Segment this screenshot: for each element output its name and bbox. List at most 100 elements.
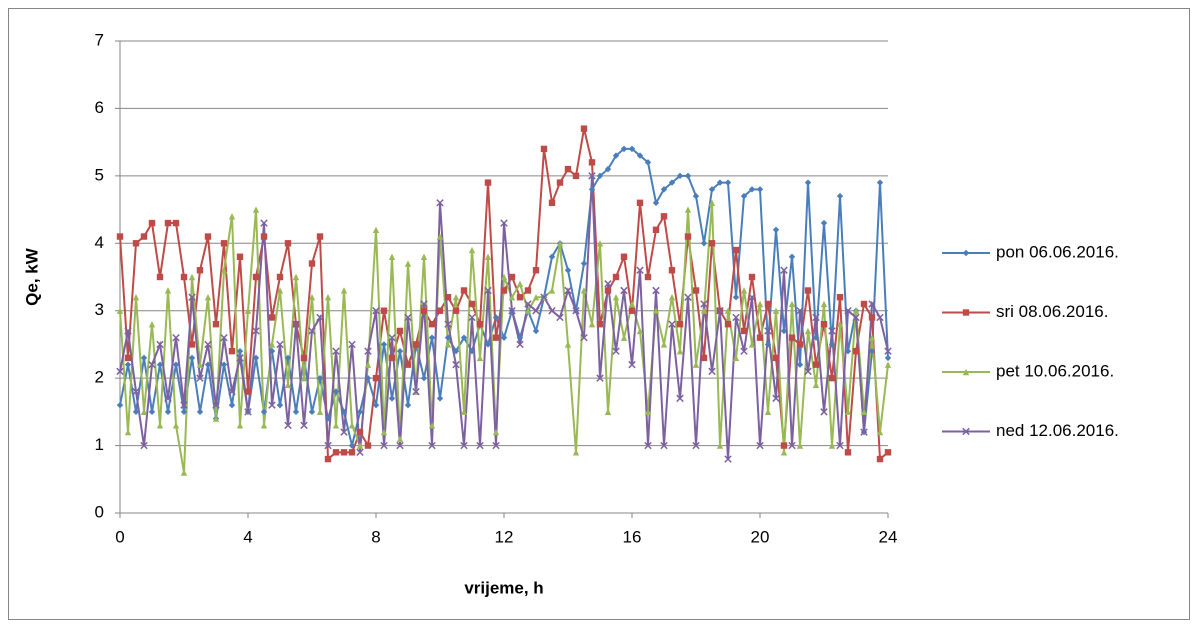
point	[348, 442, 356, 449]
point	[572, 306, 580, 315]
point	[820, 219, 828, 227]
point	[124, 327, 132, 335]
point	[468, 347, 476, 355]
point	[724, 179, 732, 186]
point	[812, 381, 820, 389]
point	[324, 415, 332, 422]
point	[740, 327, 748, 335]
point	[340, 287, 348, 294]
legend-label: sri 08.06.2016.	[996, 302, 1108, 321]
point	[444, 341, 452, 348]
point	[844, 408, 852, 416]
point	[116, 307, 124, 314]
point	[516, 294, 524, 301]
point	[268, 341, 276, 348]
point	[580, 260, 588, 267]
point	[268, 314, 276, 321]
point	[468, 313, 476, 322]
point	[756, 300, 764, 308]
x-tick-label: 24	[879, 527, 898, 546]
point	[852, 347, 860, 355]
point	[340, 428, 348, 436]
point	[164, 287, 172, 294]
point	[300, 354, 308, 362]
point	[732, 294, 740, 301]
point	[372, 401, 380, 409]
point	[748, 293, 756, 301]
point	[220, 333, 228, 342]
point	[628, 300, 636, 308]
point	[460, 408, 468, 416]
point	[284, 354, 292, 362]
point	[652, 286, 660, 295]
point	[188, 273, 196, 281]
point	[828, 442, 836, 449]
point	[764, 341, 772, 348]
point	[660, 341, 668, 348]
point	[860, 428, 868, 436]
point	[452, 307, 460, 314]
point	[308, 260, 316, 267]
point	[180, 408, 188, 416]
point	[372, 226, 380, 233]
y-tick-label: 7	[95, 30, 104, 49]
y-tick-label: 2	[95, 368, 104, 387]
point	[164, 219, 172, 227]
point	[492, 441, 500, 450]
point	[668, 320, 676, 328]
point	[532, 294, 540, 301]
point	[620, 253, 628, 260]
point	[604, 280, 612, 288]
point	[436, 307, 444, 314]
point	[332, 449, 340, 456]
point	[172, 333, 180, 342]
x-tick-label: 0	[115, 527, 124, 546]
point	[780, 266, 788, 274]
point	[868, 300, 876, 308]
point	[484, 341, 492, 348]
point	[788, 441, 796, 450]
point	[156, 340, 164, 349]
point	[364, 361, 372, 368]
point	[420, 300, 428, 308]
point	[476, 354, 484, 362]
y-tick-label: 6	[95, 98, 104, 117]
point	[876, 455, 884, 463]
point	[612, 273, 620, 281]
point	[884, 449, 892, 456]
x-tick-label: 16	[623, 527, 642, 546]
point	[668, 179, 676, 186]
point	[156, 361, 164, 368]
point	[556, 240, 564, 247]
point	[324, 441, 332, 450]
point	[308, 294, 316, 301]
point	[508, 273, 516, 281]
point	[276, 340, 284, 349]
point	[476, 441, 484, 450]
point	[708, 186, 716, 193]
point	[804, 287, 812, 294]
point	[564, 341, 572, 348]
point	[340, 449, 348, 456]
point	[644, 159, 652, 166]
point	[700, 300, 708, 308]
point	[604, 287, 612, 294]
point	[140, 441, 148, 450]
point	[396, 327, 404, 335]
point	[268, 401, 276, 409]
point	[460, 441, 468, 450]
point	[692, 287, 700, 294]
point	[684, 206, 692, 213]
point	[868, 334, 876, 341]
point	[116, 367, 124, 376]
point	[876, 313, 884, 322]
point	[852, 313, 860, 322]
point	[460, 287, 468, 294]
point	[404, 313, 412, 322]
point	[356, 428, 364, 436]
point	[804, 367, 812, 376]
point	[236, 422, 244, 429]
point	[852, 307, 860, 314]
point	[580, 333, 588, 342]
point	[884, 354, 892, 362]
